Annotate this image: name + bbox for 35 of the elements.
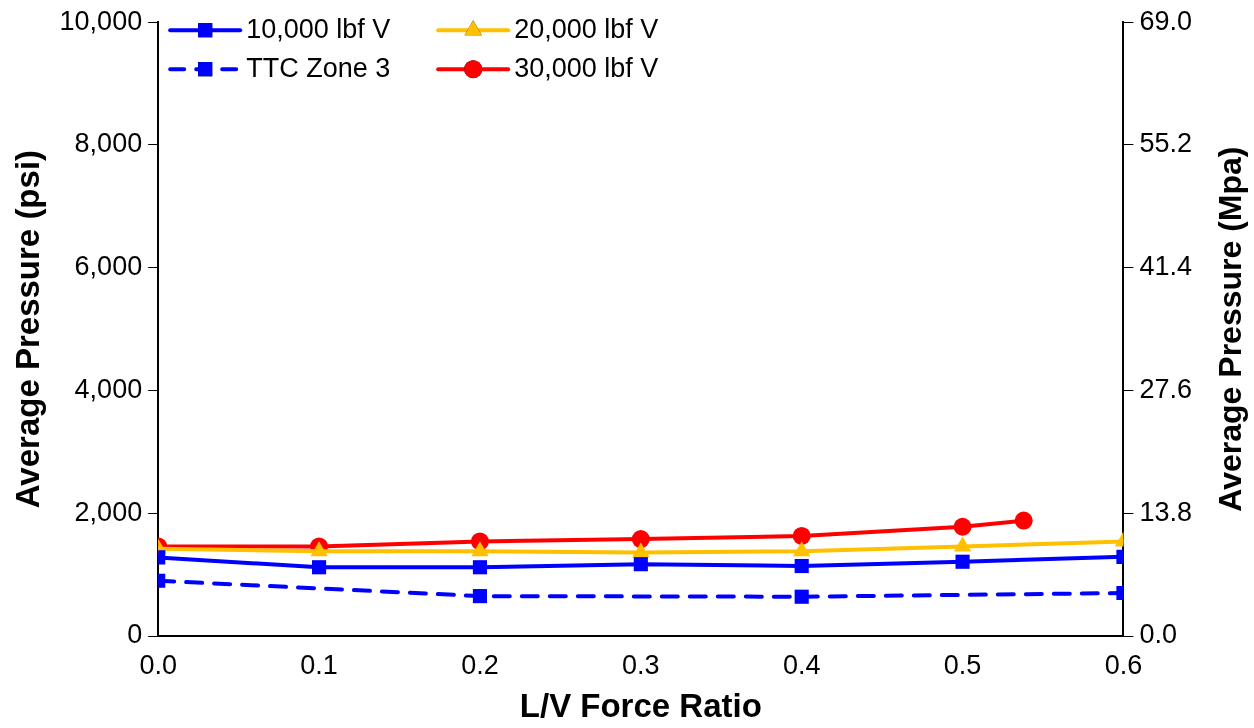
point: [953, 517, 972, 536]
y2-tick-label: 13.8: [1139, 496, 1193, 527]
y-tick-label: 8,000: [74, 128, 143, 159]
y-tick-label: 10,000: [59, 5, 143, 36]
y2-tick-label: 55.2: [1139, 128, 1193, 159]
point: [311, 560, 327, 575]
point: [472, 560, 488, 575]
legend-label: 10,000 lbf V: [246, 13, 391, 44]
x-axis-title: L/V Force Ratio: [519, 687, 762, 725]
point: [631, 530, 650, 549]
point: [1014, 511, 1033, 530]
point: [794, 558, 809, 574]
point: [955, 554, 970, 569]
legend-label: TTC Zone 3: [246, 52, 391, 83]
y-axis-title: Average Pressure (psi): [8, 149, 46, 509]
y2-axis-title: Average Pressure (Mpa): [1211, 146, 1248, 512]
x-tick-label: 0.0: [139, 649, 177, 680]
x-tick-label: 0.4: [782, 649, 821, 680]
y2-tick-label: 41.4: [1139, 251, 1193, 282]
x-tick-label: 0.1: [300, 649, 338, 680]
y-tick-label: 0: [127, 619, 143, 650]
y2-tick-label: 27.6: [1139, 373, 1193, 404]
x-tick-label: 0.6: [1104, 649, 1143, 680]
y2-tick-label: 69.0: [1139, 5, 1193, 36]
point: [633, 557, 648, 572]
point: [792, 526, 811, 545]
y-tick-label: 2,000: [74, 496, 143, 527]
x-tick-label: 0.5: [943, 649, 982, 680]
legend-label: 30,000 lbf V: [514, 52, 659, 83]
legend-label: 20,000 lbf V: [514, 13, 659, 44]
x-tick-label: 0.2: [461, 649, 499, 680]
y2-tick-label: 0.0: [1139, 619, 1177, 650]
x-tick-label: 0.3: [622, 649, 660, 680]
y-tick-label: 4,000: [74, 373, 143, 404]
y-tick-label: 6,000: [74, 251, 143, 282]
